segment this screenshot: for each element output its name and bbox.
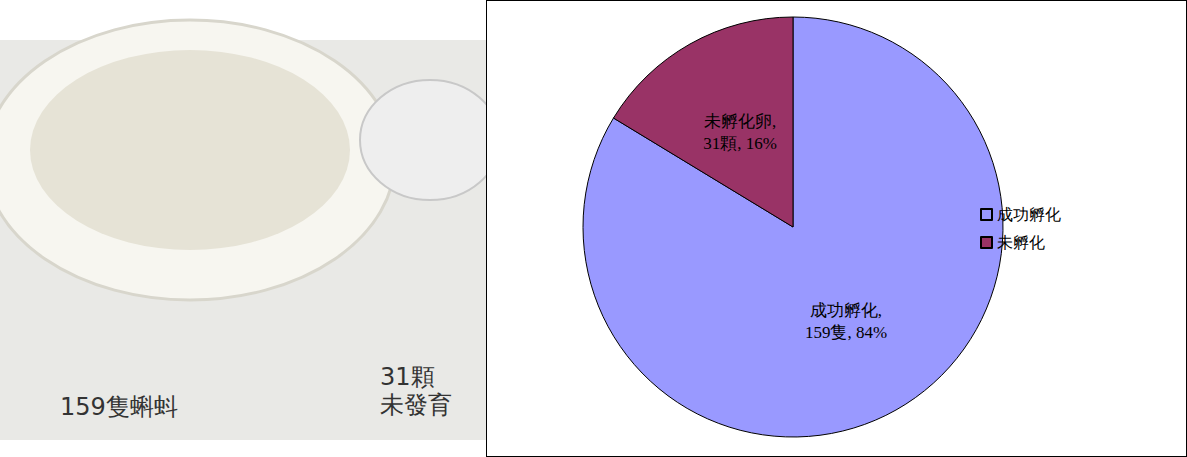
svg-text:31顆未發育: 31顆未發育 xyxy=(380,363,452,419)
svg-text:成功孵化: 成功孵化 xyxy=(997,205,1061,224)
svg-text:159隻, 84%: 159隻, 84% xyxy=(805,323,887,342)
svg-text:159隻蝌蚪: 159隻蝌蚪 xyxy=(60,393,178,421)
svg-text:31顆, 16%: 31顆, 16% xyxy=(703,134,777,153)
svg-text:成功孵化,: 成功孵化, xyxy=(810,301,882,320)
svg-text:未孵化: 未孵化 xyxy=(997,233,1045,252)
svg-text:未孵化卵,: 未孵化卵, xyxy=(704,112,776,131)
